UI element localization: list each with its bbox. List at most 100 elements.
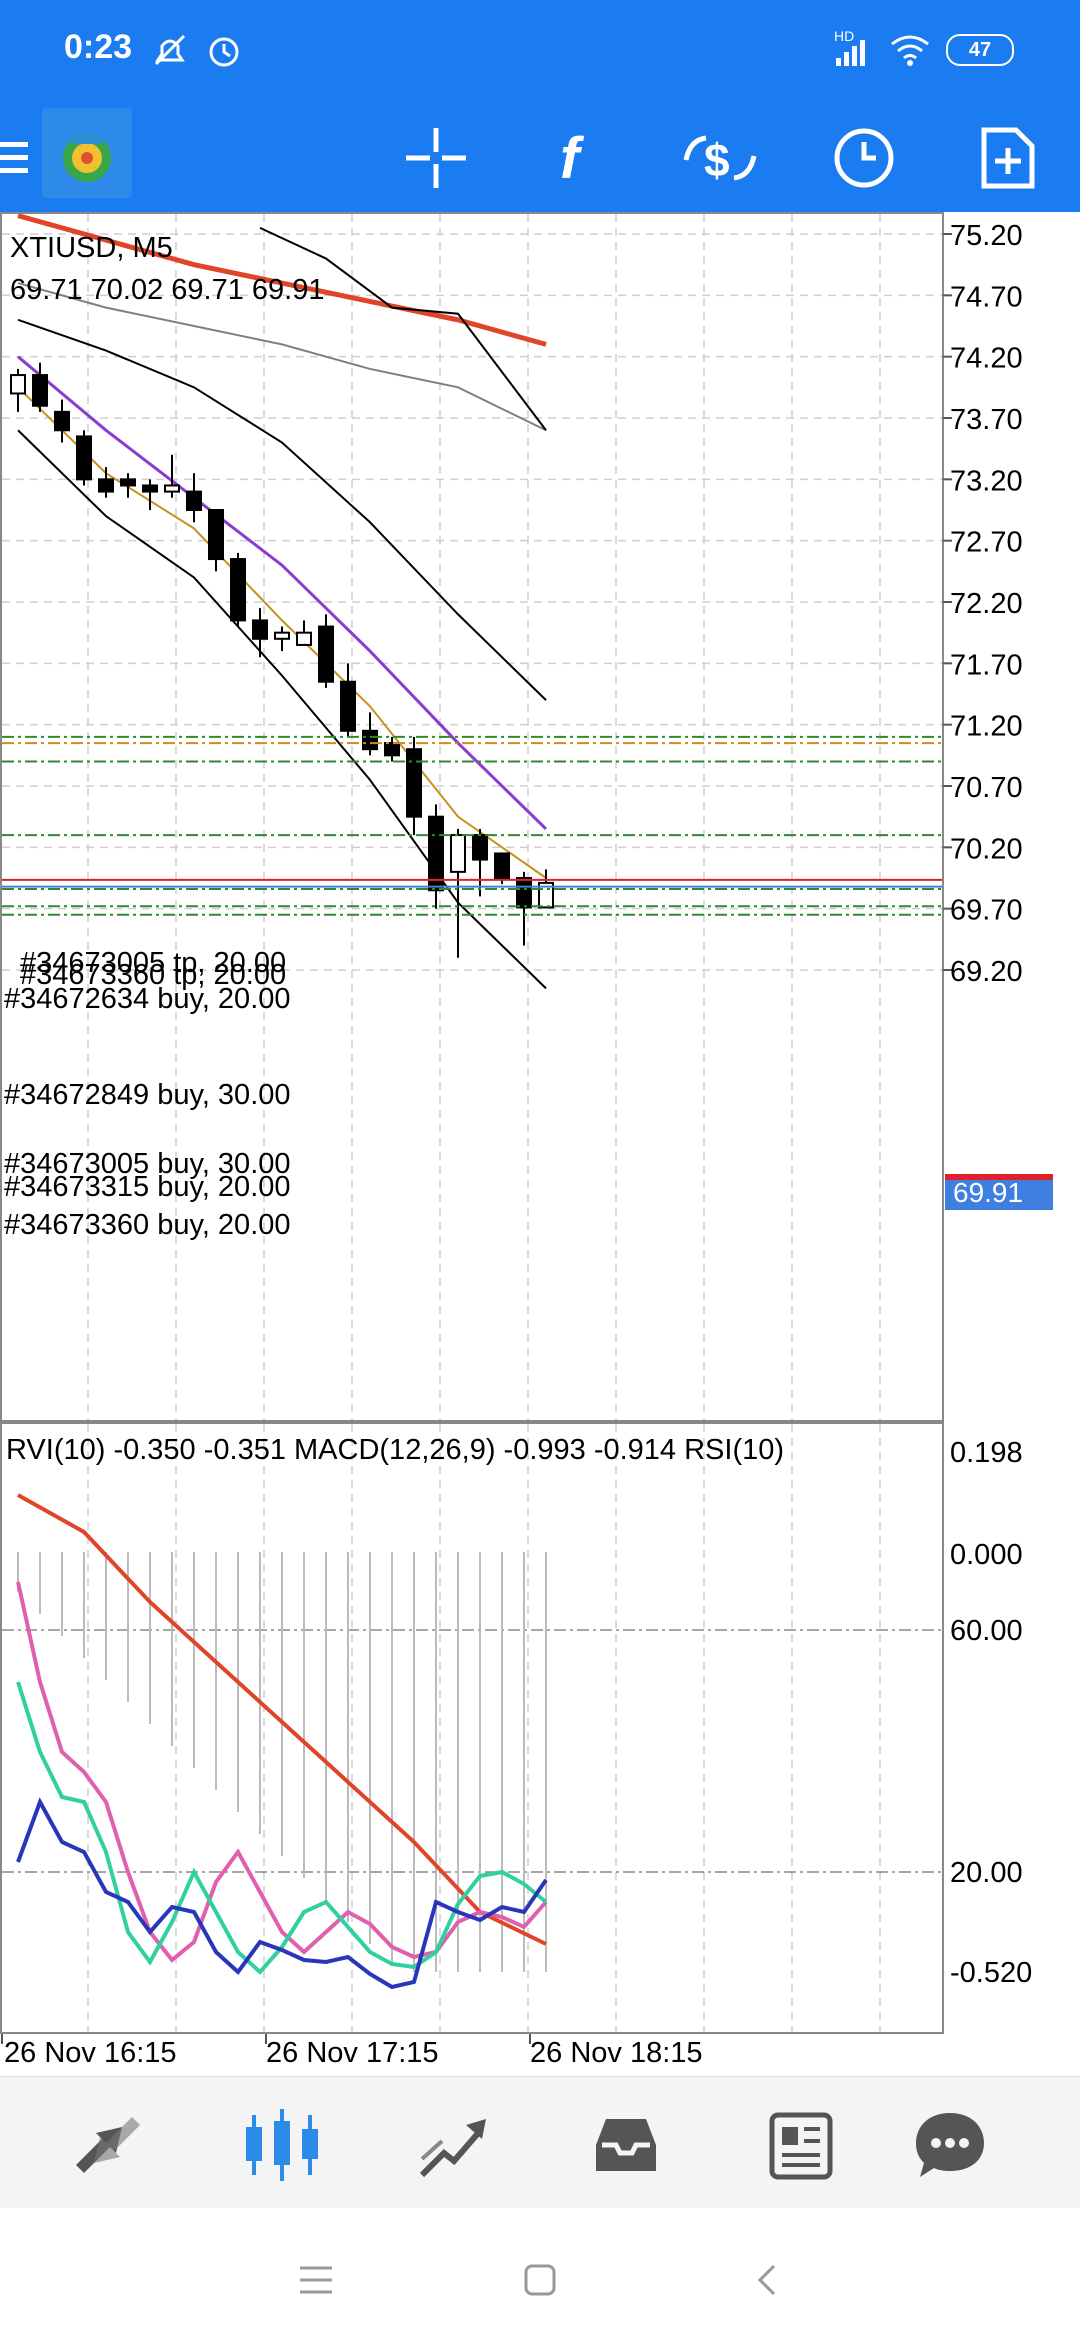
- bid-marker: [945, 1174, 1053, 1180]
- nav-history[interactable]: [584, 2103, 668, 2187]
- candle-body: [54, 410, 70, 432]
- time-tick-label: 26 Nov 18:15: [530, 2037, 703, 2069]
- price-tick-label: 74.70: [950, 281, 1023, 313]
- order-label: #34673005 tp, 20.00: [20, 947, 286, 979]
- indicator-frame: [0, 1422, 944, 2034]
- symbol-label: XTIUSD, M5: [10, 232, 173, 264]
- nav-quotes[interactable]: [66, 2103, 150, 2187]
- nav-news[interactable]: [758, 2103, 842, 2187]
- svg-text:$: $: [704, 134, 730, 186]
- back-icon: [757, 2264, 776, 2296]
- home-button[interactable]: [510, 2250, 570, 2310]
- order-label: #34673360 tp, 20.00: [20, 959, 286, 991]
- status-time: 0:23: [64, 28, 133, 66]
- nav-chat[interactable]: [908, 2103, 992, 2187]
- candle-body: [120, 478, 136, 487]
- system-navigation: [0, 2208, 1080, 2340]
- indicator-tick-label: 0.198: [950, 1437, 1023, 1469]
- timeframe-icon: [834, 128, 894, 188]
- status-bar: 0:23 HD 47: [0, 0, 1080, 100]
- current-price-text: 69.91: [953, 1177, 1023, 1208]
- news-icon: [769, 2112, 833, 2180]
- wifi-icon: [891, 35, 929, 66]
- candle-body: [274, 631, 290, 640]
- crosshair-icon: [406, 128, 466, 188]
- menu-icon: [0, 142, 28, 173]
- candle-body: [164, 484, 180, 493]
- price-tick-label: 75.20: [950, 220, 1023, 252]
- order-label: #34673360 buy, 20.00: [4, 1209, 291, 1241]
- order-label: #34672849 buy, 30.00: [4, 1079, 291, 1111]
- trade-button[interactable]: $: [680, 118, 760, 198]
- app-logo[interactable]: [42, 108, 132, 198]
- back-button[interactable]: [738, 2250, 798, 2310]
- svg-text:f: f: [560, 126, 585, 190]
- candle-body: [230, 558, 246, 622]
- crosshair-button[interactable]: [396, 118, 476, 198]
- candle-body: [76, 435, 92, 481]
- indicators-button[interactable]: f: [538, 118, 618, 198]
- moving-average-line: [17, 355, 548, 831]
- price-chart[interactable]: #34673005 tp, 20.00#34673360 tp, 20.00#3…: [0, 212, 1080, 2072]
- time-tick-label: 26 Nov 16:15: [4, 2037, 177, 2069]
- price-tick-label: 73.70: [950, 404, 1023, 436]
- new-order-button[interactable]: [968, 118, 1048, 198]
- candle-body: [318, 625, 334, 683]
- candle-body: [186, 490, 202, 512]
- chart-area[interactable]: #34673005 tp, 20.00 #34673360 tp, 20.00 #3…: [0, 212, 1080, 2072]
- order-label: #34673005 buy, 30.00: [4, 1148, 291, 1180]
- candle-body: [32, 374, 48, 407]
- quotes-icon: [76, 2117, 140, 2173]
- ohlc-label: 69.71 70.02 69.71 69.91: [10, 274, 324, 306]
- indicator-tick-label: -0.520: [950, 1957, 1032, 1989]
- price-tick-label: 69.70: [950, 895, 1023, 927]
- network-label: HD: [834, 28, 855, 44]
- nav-trade[interactable]: [412, 2103, 496, 2187]
- menu-button[interactable]: [0, 118, 60, 198]
- rsi-line: [16, 1797, 548, 1990]
- price-tick-label: 74.20: [950, 343, 1023, 375]
- alarm-icon: [209, 37, 239, 67]
- moving-average-line: [17, 282, 547, 432]
- battery-level: 47: [968, 38, 992, 61]
- candle-body: [340, 680, 356, 732]
- nav-chart[interactable]: [240, 2103, 324, 2187]
- rvi-line: [16, 1581, 548, 1963]
- candle-body: [252, 619, 268, 640]
- moving-average-line: [259, 226, 547, 431]
- price-tick-label: 71.70: [950, 649, 1023, 681]
- price-tick-label: 70.20: [950, 833, 1023, 865]
- timeframe-button[interactable]: [824, 118, 904, 198]
- main-chart-frame: [0, 212, 944, 1422]
- app-logo-icon: [63, 132, 111, 182]
- home-icon: [524, 2264, 556, 2296]
- candle-body: [142, 484, 158, 493]
- price-tick-label: 72.70: [950, 527, 1023, 559]
- order-label: #34672634 buy, 20.00: [4, 983, 291, 1015]
- indicator-tick-label: 60.00: [950, 1615, 1023, 1647]
- mute-icon: [154, 34, 186, 66]
- price-tick-label: 73.20: [950, 465, 1023, 497]
- moving-average-line: [17, 429, 547, 990]
- chart-candles-icon: [246, 2109, 318, 2181]
- recent-apps-button[interactable]: [286, 2250, 346, 2310]
- candle-body: [296, 631, 312, 646]
- bottom-navigation: [0, 2076, 1080, 2209]
- price-tick-label: 72.20: [950, 588, 1023, 620]
- time-tick-label: 26 Nov 17:15: [266, 2037, 439, 2069]
- chat-icon: [916, 2113, 984, 2177]
- candle-body: [406, 748, 422, 818]
- candle-body: [208, 509, 224, 561]
- price-tick-label: 69.20: [950, 956, 1023, 988]
- moving-average-line: [17, 213, 547, 347]
- order-label: #34673315 buy, 20.00: [4, 1171, 291, 1203]
- candle-body: [472, 834, 488, 861]
- candle-body: [516, 877, 532, 909]
- trade-trend-icon: [419, 2119, 486, 2178]
- new-order-icon: [981, 127, 1035, 189]
- candle-body: [98, 478, 114, 493]
- indicator-label: RVI(10) -0.350 -0.351 MACD(12,26,9) -0.9…: [6, 1434, 784, 1466]
- top-toolbar: f $: [0, 100, 1080, 212]
- inbox-icon: [596, 2119, 656, 2171]
- trade-icon: $: [683, 134, 757, 186]
